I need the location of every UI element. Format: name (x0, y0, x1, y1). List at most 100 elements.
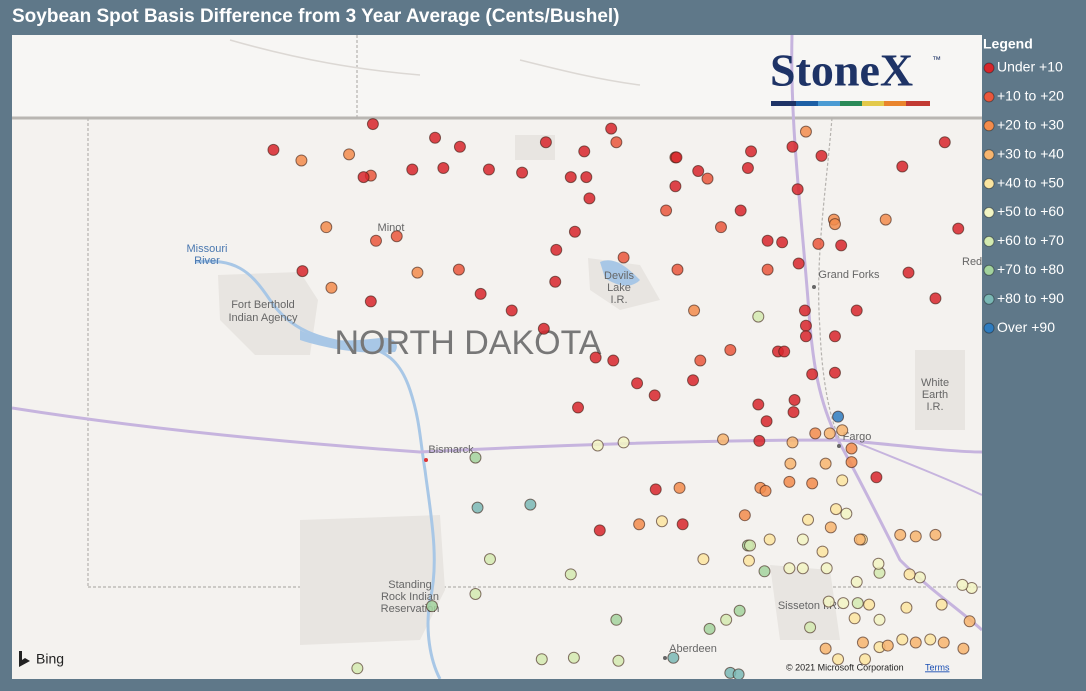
station-point[interactable] (351, 662, 364, 675)
station-point[interactable] (900, 601, 913, 614)
station-point[interactable] (660, 204, 673, 217)
station-point[interactable] (692, 165, 705, 178)
station-point[interactable] (952, 222, 965, 235)
station-point[interactable] (845, 442, 858, 455)
station-point[interactable] (828, 330, 841, 343)
station-point[interactable] (761, 234, 774, 247)
station-point[interactable] (799, 319, 812, 332)
station-point[interactable] (799, 330, 812, 343)
station-point[interactable] (406, 163, 419, 176)
station-point[interactable] (822, 595, 835, 608)
station-point[interactable] (564, 171, 577, 184)
station-point[interactable] (836, 424, 849, 437)
station-point[interactable] (524, 498, 537, 511)
station-point[interactable] (631, 377, 644, 390)
station-point[interactable] (815, 149, 828, 162)
station-point[interactable] (655, 515, 668, 528)
station-point[interactable] (390, 230, 403, 243)
station-point[interactable] (879, 213, 892, 226)
station-point[interactable] (607, 354, 620, 367)
station-point[interactable] (856, 636, 869, 649)
station-point[interactable] (819, 642, 832, 655)
station-point[interactable] (791, 183, 804, 196)
legend-label[interactable]: +80 to +90 (997, 290, 1064, 306)
station-point[interactable] (850, 575, 863, 588)
station-point[interactable] (863, 598, 876, 611)
station-point[interactable] (792, 257, 805, 270)
station-point[interactable] (786, 436, 799, 449)
legend-swatch[interactable] (983, 91, 995, 103)
station-point[interactable] (753, 434, 766, 447)
station-point[interactable] (714, 221, 727, 234)
station-point[interactable] (703, 622, 716, 635)
station-point[interactable] (688, 304, 701, 317)
station-point[interactable] (935, 598, 948, 611)
legend-label[interactable]: Over +90 (997, 319, 1055, 335)
station-point[interactable] (909, 636, 922, 649)
station-point[interactable] (669, 180, 682, 193)
station-point[interactable] (720, 613, 733, 626)
station-point[interactable] (364, 295, 377, 308)
station-point[interactable] (929, 528, 942, 541)
station-point[interactable] (870, 471, 883, 484)
station-point[interactable] (610, 136, 623, 149)
station-point[interactable] (572, 401, 585, 414)
legend-label[interactable]: +10 to +20 (997, 88, 1064, 104)
station-point[interactable] (828, 366, 841, 379)
station-point[interactable] (589, 351, 602, 364)
station-point[interactable] (471, 501, 484, 514)
station-point[interactable] (788, 393, 801, 406)
station-point[interactable] (913, 571, 926, 584)
station-point[interactable] (580, 171, 593, 184)
station-point[interactable] (295, 154, 308, 167)
station-point[interactable] (859, 653, 871, 666)
legend-label[interactable]: +60 to +70 (997, 232, 1064, 248)
station-point[interactable] (738, 509, 751, 522)
station-point[interactable] (938, 136, 951, 149)
station-point[interactable] (733, 604, 746, 617)
station-point[interactable] (759, 484, 772, 497)
station-point[interactable] (516, 166, 529, 179)
station-point[interactable] (411, 266, 424, 279)
station-point[interactable] (956, 578, 969, 591)
station-point[interactable] (802, 513, 815, 526)
station-point[interactable] (357, 171, 370, 184)
station-point[interactable] (828, 218, 841, 231)
legend-swatch[interactable] (983, 207, 995, 218)
legend-swatch[interactable] (983, 264, 995, 276)
station-point[interactable] (806, 477, 819, 490)
station-point[interactable] (924, 633, 937, 646)
station-point[interactable] (671, 263, 684, 276)
station-point[interactable] (848, 612, 861, 625)
station-point[interactable] (583, 192, 596, 205)
legend-swatch[interactable] (983, 62, 995, 74)
station-point[interactable] (649, 483, 662, 496)
station-point[interactable] (760, 415, 773, 428)
station-point[interactable] (752, 310, 765, 323)
station-point[interactable] (325, 281, 338, 294)
station-point[interactable] (778, 345, 791, 358)
station-point[interactable] (832, 653, 845, 666)
station-point[interactable] (610, 613, 623, 626)
station-point[interactable] (648, 389, 661, 402)
station-point[interactable] (673, 481, 686, 494)
station-point[interactable] (832, 410, 845, 423)
station-point[interactable] (667, 651, 680, 664)
station-point[interactable] (452, 263, 465, 276)
station-point[interactable] (734, 204, 747, 217)
station-point[interactable] (896, 633, 909, 646)
station-point[interactable] (267, 143, 280, 156)
station-point[interactable] (724, 343, 737, 356)
station-point[interactable] (425, 600, 438, 613)
station-point[interactable] (535, 653, 548, 666)
station-point[interactable] (845, 456, 858, 469)
station-point[interactable] (873, 613, 886, 626)
station-point[interactable] (537, 322, 550, 335)
station-point[interactable] (872, 557, 885, 570)
station-point[interactable] (453, 140, 466, 153)
station-point[interactable] (593, 524, 606, 537)
station-point[interactable] (701, 172, 714, 185)
station-point[interactable] (617, 251, 630, 264)
station-point[interactable] (896, 160, 909, 173)
station-point[interactable] (578, 145, 591, 158)
